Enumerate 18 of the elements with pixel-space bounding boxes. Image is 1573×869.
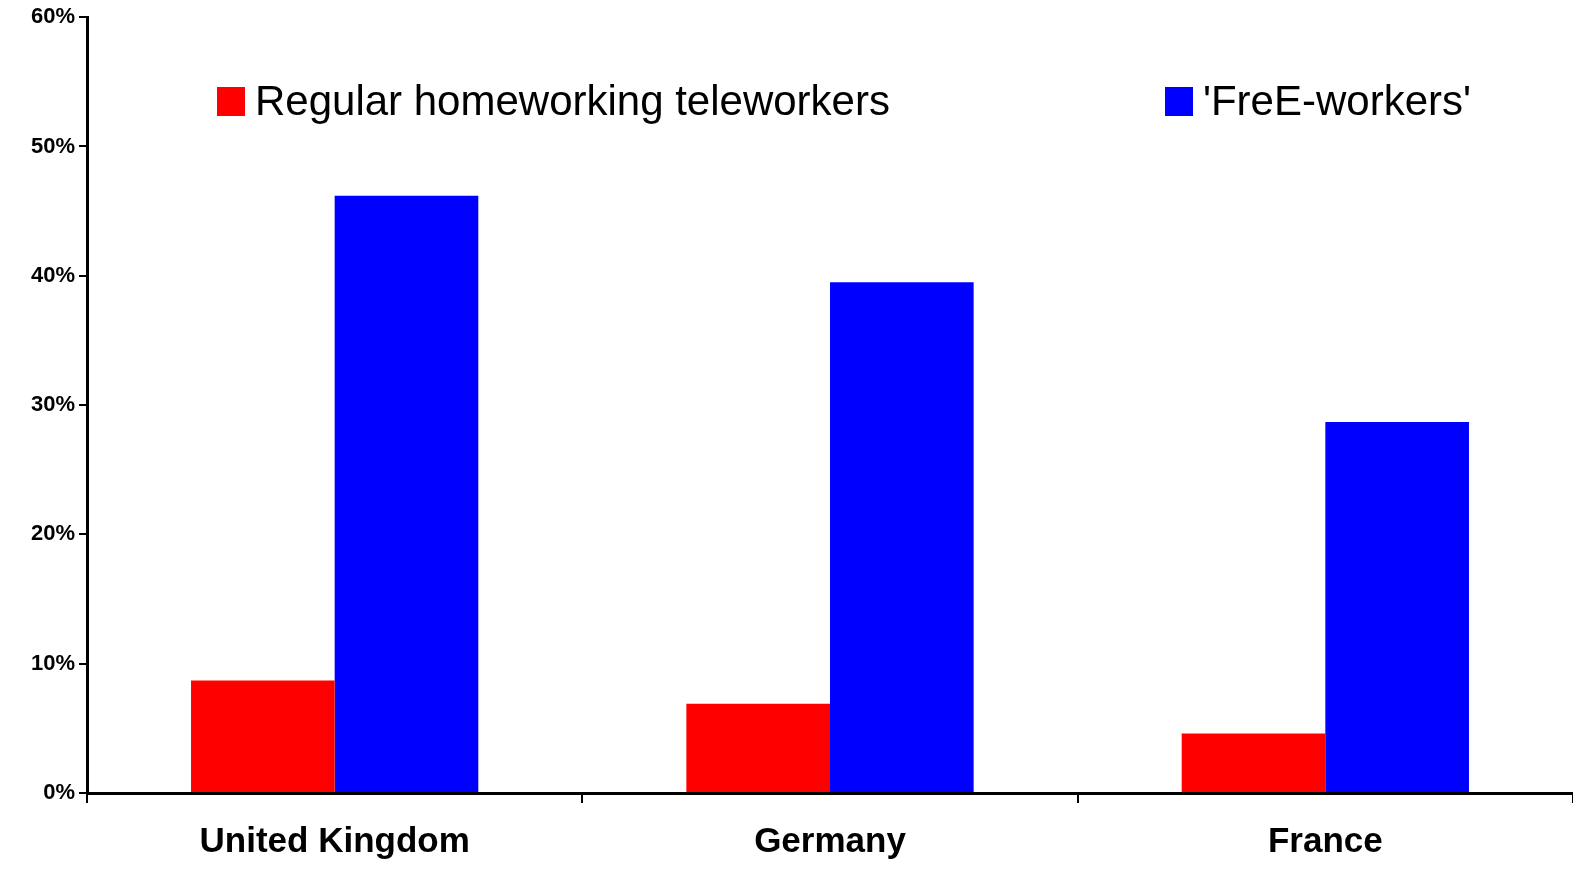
bar [1325,421,1469,792]
y-tick-label: 30% [30,391,75,417]
x-tick-label: France [1267,819,1383,859]
bar [830,282,974,792]
bar [334,195,479,792]
y-tick-label: 0% [43,779,75,805]
y-tick-label: 10% [30,649,75,675]
y-tick-label: 40% [30,261,75,287]
y-tick-label: 50% [30,132,75,158]
bar [686,703,830,792]
legend-label: 'FreE-workers' [1202,77,1471,126]
y-tick-label: 20% [30,520,75,546]
legend-label: Regular homeworking teleworkers [255,77,890,126]
x-tick-label: Germany [754,819,907,859]
bar [191,680,335,792]
bar [1181,733,1326,792]
y-tick-label: 60% [30,3,75,29]
x-tick-label: United Kingdom [199,819,470,859]
